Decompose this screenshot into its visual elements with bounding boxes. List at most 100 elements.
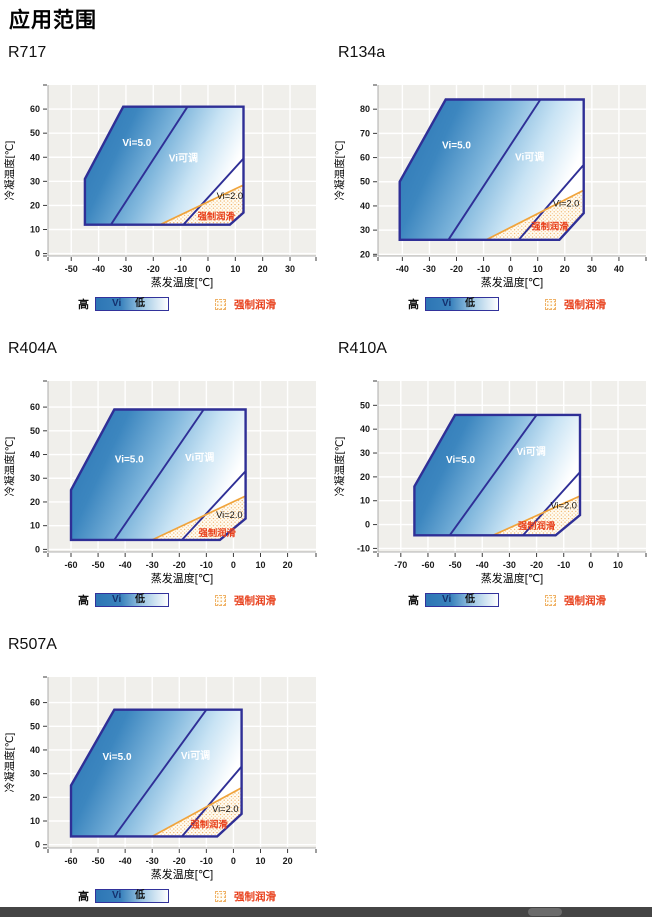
envelope-outline (413, 413, 582, 537)
region-label: 强制润滑 (198, 210, 236, 221)
region-label: Vi可调 (185, 451, 214, 464)
x-axis-title: 蒸发温度[℃] (150, 277, 214, 289)
legend-low-label: 低 (135, 594, 145, 605)
legend-vi-label: Vi (112, 890, 122, 901)
svg-text:60: 60 (360, 153, 370, 163)
svg-text:30: 30 (587, 264, 597, 274)
x-axis-title: 蒸发温度[℃] (480, 277, 544, 289)
axes (377, 381, 646, 553)
chart-block-r507a: R507A -60 -50 -40 -30 -20 -10 0 10 20 0 10 20 30 40 50… (0, 630, 330, 917)
region-label: 强制润滑 (190, 819, 228, 830)
axes (377, 85, 646, 257)
region-label: 强制润滑 (199, 527, 237, 538)
svg-text:40: 40 (30, 152, 40, 162)
svg-text:30: 30 (360, 225, 370, 235)
svg-text:-10: -10 (200, 560, 213, 570)
svg-text:60: 60 (30, 402, 40, 412)
chart-svg-r717: -50 -40 -30 -20 -10 0 10 20 30 0 10 20 30 40 50 60 冷凝温度[… (3, 84, 317, 274)
svg-text:-40: -40 (92, 264, 105, 274)
legend-vi-gradient-bar: Vi 低 (425, 593, 499, 607)
scrollbar-thumb[interactable] (528, 908, 562, 916)
tick-labels: -70 -60 -50 -40 -30 -20 -10 0 10 -10 0 10 20 30 40 50 (357, 400, 623, 570)
svg-text:40: 40 (30, 745, 40, 755)
x-axis-title: 蒸发温度[℃] (480, 573, 544, 585)
svg-text:-30: -30 (503, 560, 516, 570)
svg-text:30: 30 (30, 769, 40, 779)
vi2-divider-line (181, 470, 247, 541)
y-axis-title: 冷凝温度[℃] (333, 141, 346, 201)
forced-lubrication-line (159, 184, 244, 226)
chart-title-r507a: R507A (8, 636, 57, 653)
svg-text:80: 80 (360, 104, 370, 114)
svg-text:50: 50 (30, 721, 40, 731)
svg-text:-20: -20 (173, 560, 186, 570)
vi5-divider-line (113, 709, 208, 837)
horizontal-scrollbar[interactable] (0, 907, 652, 917)
legend-forced-label: 强制润滑 (234, 594, 276, 607)
forced-lubrication-line (485, 189, 585, 241)
svg-text:10: 10 (30, 225, 40, 235)
legend-forced-label: 强制润滑 (564, 594, 606, 607)
region-label: Vi可调 (517, 445, 546, 458)
svg-text:-30: -30 (146, 856, 159, 866)
tick-labels: -50 -40 -30 -20 -10 0 10 20 30 0 10 20 30 40 50 60 (30, 104, 295, 274)
chart-legend: 高 Vi 低 强制润滑 (408, 297, 652, 311)
svg-text:-40: -40 (476, 560, 489, 570)
tick-marks (43, 380, 317, 557)
chart-svg-r507a: -60 -50 -40 -30 -20 -10 0 10 20 0 10 20 30 40 50 60 冷凝温度… (3, 676, 317, 866)
legend-high-label: 高 (78, 595, 89, 607)
forced-lubrication-line (151, 495, 246, 541)
svg-text:-60: -60 (421, 560, 434, 570)
chart-title-r134a: R134a (338, 44, 386, 61)
svg-text:20: 20 (283, 856, 293, 866)
svg-text:0: 0 (231, 856, 236, 866)
svg-text:30: 30 (30, 473, 40, 483)
svg-text:0: 0 (365, 520, 370, 530)
svg-text:10: 10 (613, 560, 623, 570)
legend-low-label: 低 (135, 298, 145, 309)
chart-canvas: -60 -50 -40 -30 -20 -10 0 10 20 0 10 20 30 40 50 60 冷凝温度… (0, 370, 330, 572)
axes (47, 677, 316, 849)
vi5-divider-line (113, 408, 205, 541)
envelope-outline (398, 98, 585, 242)
legend-vi-label: Vi (112, 594, 122, 605)
region-label: Vi=5.0 (122, 138, 151, 149)
svg-text:10: 10 (30, 521, 40, 531)
charts-grid: R717 -50 -40 -30 -20 -10 0 10 20 30 0 10 20 30 40 50 60… (0, 38, 652, 917)
forced-lubrication-swatch-icon (215, 298, 226, 310)
svg-text:60: 60 (30, 104, 40, 114)
legend-vi-label: Vi (442, 594, 452, 605)
svg-text:10: 10 (230, 264, 240, 274)
forced-lubrication-line (151, 787, 243, 838)
region-label: Vi可调 (515, 151, 544, 164)
legend-vi-gradient-bar: Vi 低 (95, 297, 169, 311)
chart-canvas: -40 -30 -20 -10 0 10 20 30 40 20 30 40 50 60 70 80 冷凝温度[… (330, 74, 652, 276)
region-label: 强制润滑 (518, 520, 556, 531)
svg-text:-40: -40 (396, 264, 409, 274)
axes (47, 85, 316, 257)
chart-title-r404a: R404A (8, 340, 57, 357)
tick-labels: -60 -50 -40 -30 -20 -10 0 10 20 0 10 20 30 40 50 60 (30, 698, 293, 866)
x-axis-title: 蒸发温度[℃] (150, 869, 214, 881)
forced-lubrication-swatch-icon (215, 594, 226, 606)
region-label: Vi可调 (181, 749, 210, 762)
region-label: Vi=2.0 (212, 804, 238, 814)
vi2-divider-line (181, 765, 243, 838)
y-axis-title: 冷凝温度[℃] (3, 141, 16, 201)
svg-text:10: 10 (533, 264, 543, 274)
chart-block-r410a: R410A -70 -60 -50 -40 -30 -20 -10 0 10 -10 0 10 20 30… (330, 334, 652, 630)
svg-text:-50: -50 (65, 264, 78, 274)
forced-lubrication-swatch-icon (215, 890, 226, 902)
svg-text:20: 20 (560, 264, 570, 274)
svg-text:-40: -40 (119, 856, 132, 866)
operating-envelope (84, 106, 244, 225)
svg-text:20: 20 (360, 249, 370, 259)
legend-high-label: 高 (408, 595, 419, 607)
region-label: Vi可调 (169, 151, 198, 164)
region-label: Vi=2.0 (553, 199, 579, 209)
page-title: 应用范围 (9, 9, 97, 32)
svg-text:20: 20 (283, 560, 293, 570)
svg-text:-60: -60 (65, 560, 78, 570)
vi5-divider-line (110, 106, 189, 226)
